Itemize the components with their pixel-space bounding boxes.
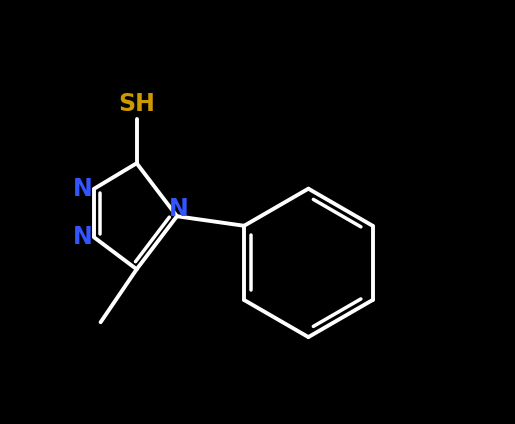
- Text: N: N: [169, 197, 189, 220]
- Text: N: N: [73, 226, 92, 249]
- Text: SH: SH: [118, 92, 155, 116]
- Text: N: N: [73, 177, 92, 201]
